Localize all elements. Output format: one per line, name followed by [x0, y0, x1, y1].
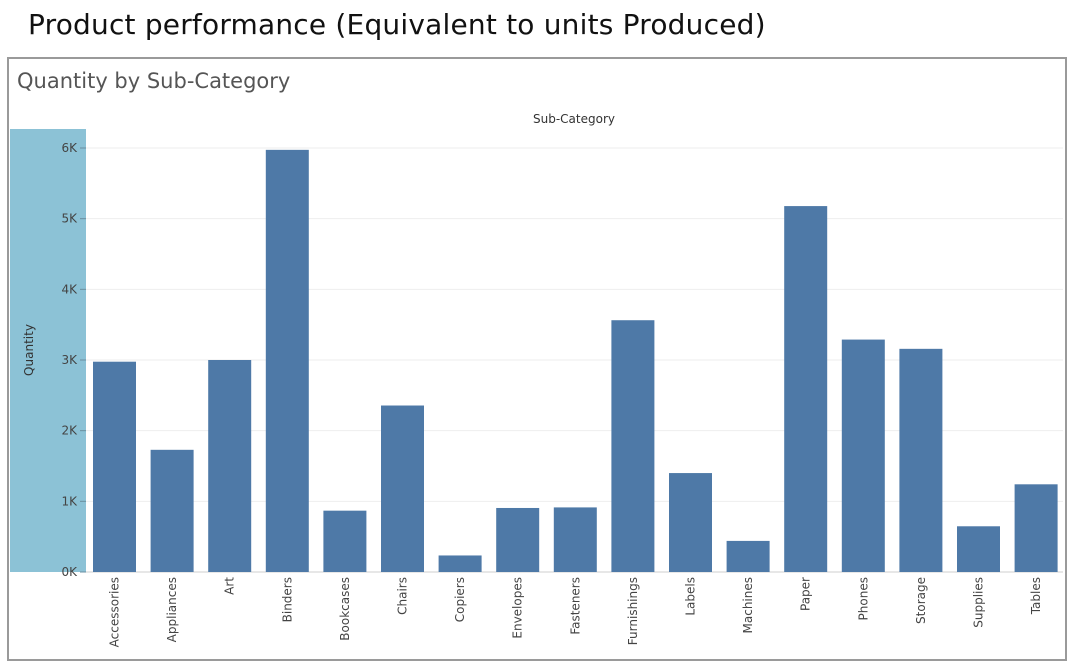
- x-tick-label: Appliances: [165, 577, 179, 642]
- y-tick-label: 1K: [61, 494, 78, 508]
- x-tick-label: Accessories: [108, 577, 122, 647]
- y-tick-label: 3K: [61, 353, 78, 367]
- x-tick-label: Envelopes: [511, 577, 525, 639]
- column-header: Sub-Category: [533, 112, 615, 126]
- x-tick-label: Tables: [1029, 577, 1043, 615]
- y-tick-label: 4K: [61, 282, 78, 296]
- x-tick-label: Chairs: [396, 577, 410, 615]
- bar-bookcases[interactable]: [323, 510, 367, 572]
- bar-supplies[interactable]: [957, 526, 1000, 572]
- bar-phones[interactable]: [841, 339, 885, 572]
- bar-chairs[interactable]: [381, 405, 424, 572]
- x-tick-label: Fasteners: [568, 577, 582, 635]
- bar-binders[interactable]: [265, 149, 309, 572]
- bar-labels[interactable]: [669, 473, 712, 572]
- bar-accessories[interactable]: [93, 361, 136, 572]
- bar-art[interactable]: [208, 360, 252, 572]
- x-tick-label: Furnishings: [626, 577, 640, 645]
- x-tick-label: Labels: [684, 577, 698, 616]
- bar-copiers[interactable]: [438, 555, 482, 572]
- bar-paper[interactable]: [784, 206, 828, 572]
- x-tick-label: Copiers: [453, 577, 467, 622]
- page-title: Product performance (Equivalent to units…: [28, 8, 766, 41]
- y-tick-label: 6K: [61, 141, 78, 155]
- x-tick-label: Machines: [741, 577, 755, 633]
- bar-storage[interactable]: [899, 348, 943, 572]
- y-tick-label: 0K: [61, 565, 78, 579]
- bar-fasteners[interactable]: [553, 507, 597, 572]
- y-tick-label: 2K: [61, 424, 78, 438]
- bar-furnishings[interactable]: [611, 320, 655, 572]
- y-axis-label: Quantity: [22, 324, 36, 376]
- sheet-title: Quantity by Sub-Category: [17, 69, 291, 93]
- x-tick-label: Art: [223, 577, 237, 595]
- y-tick-label: 5K: [61, 212, 78, 226]
- x-tick-label: Supplies: [972, 577, 986, 628]
- x-tick-label: Binders: [280, 577, 294, 622]
- x-tick-label: Bookcases: [338, 577, 352, 641]
- bar-machines[interactable]: [726, 540, 770, 572]
- bar-tables[interactable]: [1014, 484, 1058, 572]
- bar-appliances[interactable]: [150, 449, 194, 572]
- y-axis-band: [10, 129, 86, 572]
- x-tick-label: Storage: [914, 577, 928, 624]
- bar-envelopes[interactable]: [496, 507, 540, 572]
- x-tick-label: Paper: [799, 577, 813, 611]
- x-tick-label: Phones: [856, 577, 870, 620]
